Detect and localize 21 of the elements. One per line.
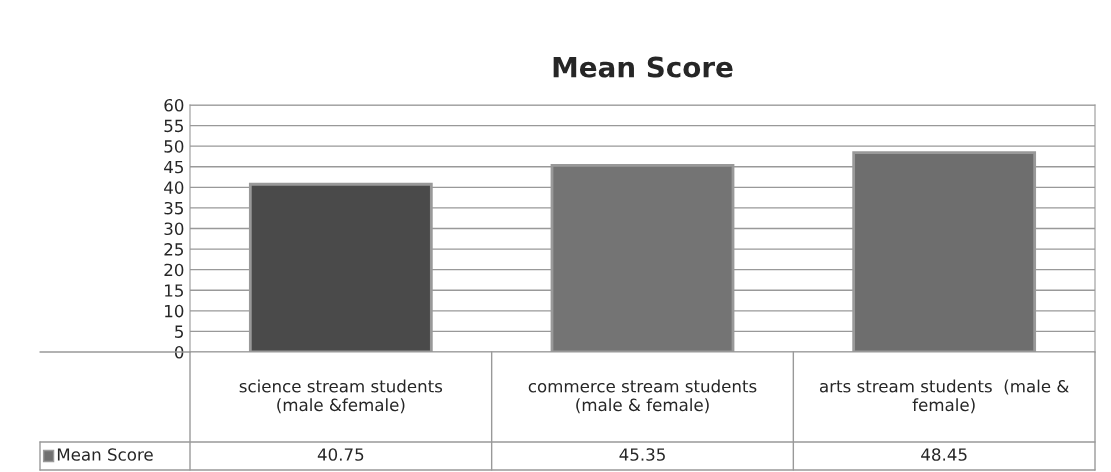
chart-title: Mean Score [553,56,733,78]
y-tick-label: 5 [175,325,183,338]
y-tick-label: 55 [164,119,183,133]
y-tick-label: 25 [164,243,183,256]
y-tick-label: 50 [164,140,184,153]
data-label: 48.45 [921,448,967,461]
data-label: 40.75 [317,448,364,461]
y-tick-label: 0 [174,345,184,359]
x-tick-label: commerce stream students (male & female) [528,379,757,414]
y-tick-label: 15 [165,284,183,297]
y-tick-label: 35 [164,201,183,215]
legend-label: Mean Score [57,448,153,461]
y-tick-label: 40 [164,181,184,194]
y-tick-label: 45 [164,160,183,174]
x-tick-label: science stream students (male &female) [239,379,443,414]
y-tick-label: 10 [165,304,184,318]
y-tick-label: 20 [164,263,184,277]
y-tick-label: 60 [164,98,184,112]
y-tick-label: 30 [164,222,184,236]
x-tick-label: arts stream students (male & female) [819,379,1069,414]
data-label: 45.35 [619,448,665,461]
